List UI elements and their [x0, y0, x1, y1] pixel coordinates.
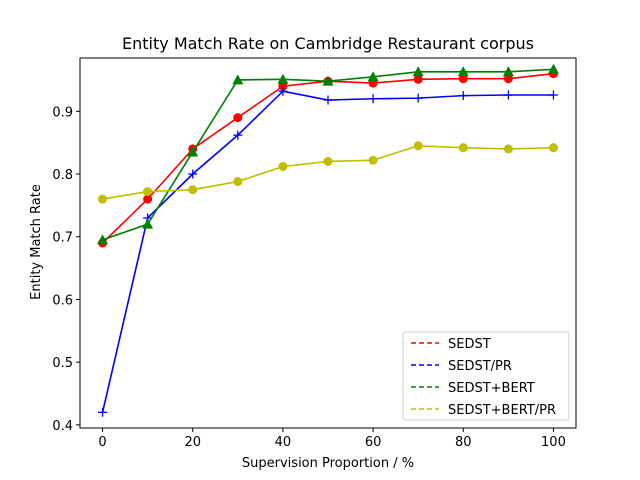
data-point — [143, 187, 153, 197]
data-point — [368, 155, 378, 165]
data-point — [323, 156, 333, 166]
legend-label: SEDST+BERT/PR — [448, 403, 556, 418]
data-point — [188, 185, 198, 195]
data-point — [187, 146, 199, 157]
data-point — [323, 95, 333, 105]
data-point — [98, 194, 108, 204]
series-1 — [98, 86, 558, 417]
y-tick-label: 0.4 — [52, 419, 73, 434]
data-point — [458, 74, 468, 84]
legend-label: SEDST+BERT — [448, 381, 535, 396]
data-point — [188, 169, 198, 179]
data-point — [503, 90, 513, 100]
legend-label: SEDST/PR — [448, 359, 512, 374]
legend: SEDST SEDST/PR SEDST+BERT SEDST+BERT/PR — [402, 331, 570, 421]
data-point — [278, 161, 288, 171]
data-point — [142, 218, 154, 229]
x-tick-label: 40 — [275, 435, 292, 450]
data-point — [277, 73, 289, 84]
data-point — [368, 94, 378, 104]
data-point — [502, 66, 514, 77]
data-point — [98, 407, 108, 417]
data-point — [413, 141, 423, 151]
y-tick-label: 0.7 — [52, 231, 73, 246]
x-tick-label: 60 — [365, 435, 382, 450]
x-axis-title: Supervision Proportion / % — [242, 456, 414, 471]
plot-frame — [79, 57, 577, 429]
plot-area: 0 20 40 60 80 100 0.4 0.5 0.6 0.7 0.8 0.9 — [52, 57, 577, 450]
series-2 — [97, 63, 559, 245]
data-point — [503, 144, 513, 154]
data-point — [458, 143, 468, 153]
data-point — [233, 177, 243, 187]
data-point — [412, 66, 424, 77]
data-point — [503, 74, 513, 84]
legend-box — [402, 331, 570, 421]
y-tick-label: 0.6 — [52, 293, 73, 308]
y-axis-title: Entity Match Rate — [29, 184, 44, 300]
x-tick-label: 20 — [184, 435, 201, 450]
data-point — [413, 74, 423, 84]
data-point — [233, 130, 243, 140]
data-point — [458, 91, 468, 101]
y-tick-label: 0.9 — [52, 105, 73, 120]
data-point — [547, 63, 559, 74]
legend-label: SEDST — [448, 337, 491, 352]
series-3 — [98, 141, 558, 204]
data-point — [367, 71, 379, 82]
data-point — [548, 90, 558, 100]
x-tick-label: 0 — [98, 435, 106, 450]
data-point — [413, 93, 423, 103]
data-point — [232, 74, 244, 85]
data-point — [278, 86, 288, 96]
chart-title: Entity Match Rate on Cambridge Restauran… — [122, 34, 534, 53]
data-point — [278, 81, 288, 91]
x-tick-label: 80 — [455, 435, 472, 450]
data-point — [143, 194, 153, 204]
data-point — [97, 234, 109, 245]
data-point — [457, 66, 469, 77]
data-point — [322, 75, 334, 86]
series-line — [102, 144, 554, 200]
x-tick-label: 100 — [541, 435, 566, 450]
data-point — [233, 113, 243, 123]
y-tick-label: 0.8 — [52, 168, 73, 183]
data-point — [548, 143, 558, 153]
y-tick-label: 0.5 — [52, 356, 73, 371]
